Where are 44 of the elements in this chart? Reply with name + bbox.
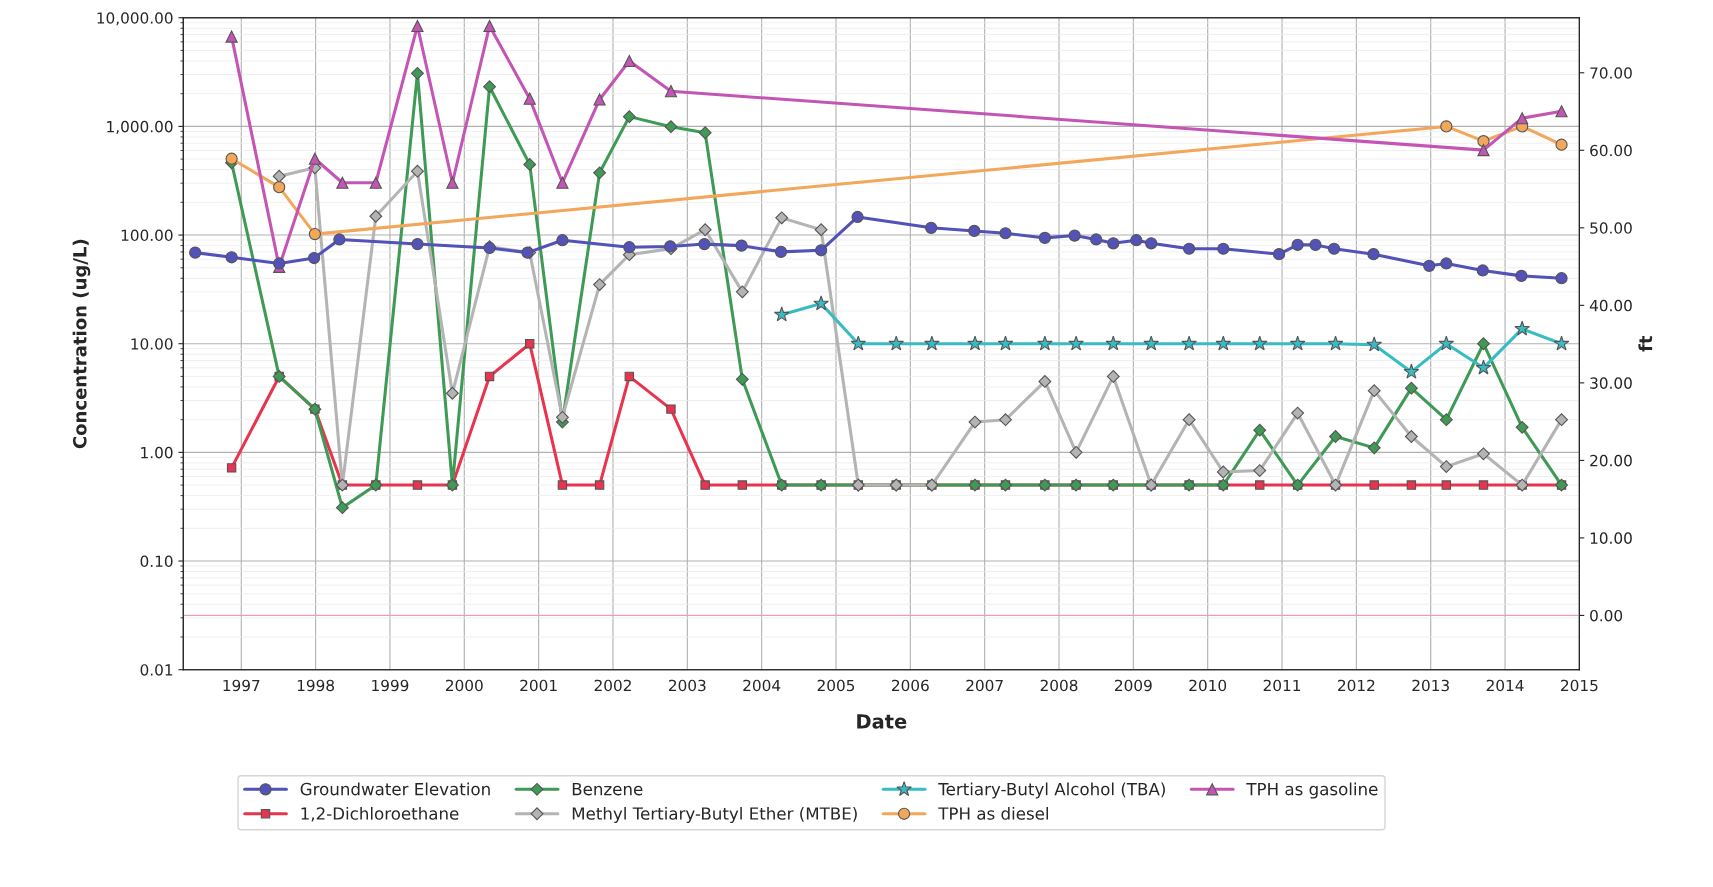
x-tick-label: 2015 <box>1561 679 1598 692</box>
y2-tick-label: 60.00 <box>1590 144 1632 157</box>
legend-label: 1,2-Dichloroethane <box>301 806 459 822</box>
x-tick-label: 2014 <box>1486 679 1524 692</box>
y-axis-title: Concentration (ug/L) <box>72 239 91 449</box>
x-tick-label: 2008 <box>1040 679 1078 692</box>
y2-tick-label: 10.00 <box>1590 532 1632 544</box>
y2-tick-label: 70.00 <box>1590 67 1632 79</box>
x-tick-label: 1998 <box>297 679 335 692</box>
y-tick-label: 1.00 <box>141 446 173 459</box>
x-tick-label: 2006 <box>892 679 929 692</box>
y-tick-label: 1,000.00 <box>107 120 173 134</box>
x-tick-label: 2000 <box>445 679 483 692</box>
y-tick-label: 10.00 <box>131 338 173 350</box>
legend-label: Methyl Tertiary-Butyl Ether (MTBE) <box>572 806 857 824</box>
y2-axis-title: ft <box>1638 335 1653 352</box>
legend-label: TPH as gasoline <box>1246 782 1378 799</box>
y-tick-label: 0.01 <box>140 664 173 676</box>
x-tick-label: 2007 <box>966 679 1003 692</box>
x-tick-label: 2003 <box>668 679 706 692</box>
x-tick-label: 2002 <box>594 679 631 692</box>
x-tick-label: 2009 <box>1115 679 1152 692</box>
y-tick-label: 10,000.00 <box>97 12 173 26</box>
legend-label: Groundwater Elevation <box>300 782 490 796</box>
x-tick-label: 2012 <box>1338 679 1375 692</box>
x-tick-label: 2011 <box>1263 679 1301 692</box>
x-axis-title: Date <box>857 714 907 729</box>
x-tick-label: 2001 <box>520 679 557 692</box>
legend-label: TPH as diesel <box>938 806 1048 820</box>
y-tick-label: 0.10 <box>140 555 173 568</box>
y2-tick-label: 40.00 <box>1589 299 1632 312</box>
x-tick-label: 1997 <box>223 679 260 692</box>
x-tick-label: 1999 <box>372 679 409 692</box>
x-tick-label: 2010 <box>1189 679 1227 692</box>
x-tick-label: 2013 <box>1412 679 1449 692</box>
y2-tick-label: 0.00 <box>1590 609 1623 622</box>
y2-tick-label: 50.00 <box>1590 222 1632 234</box>
y2-tick-label: 30.00 <box>1590 377 1632 389</box>
y-tick-label: 100.00 <box>121 229 173 242</box>
legend-label: Tertiary-Butyl Alcohol (TBA) <box>938 782 1165 799</box>
y2-tick-label: 20.00 <box>1590 454 1632 467</box>
x-tick-label: 2004 <box>743 679 781 692</box>
legend-label: Benzene <box>572 782 643 796</box>
x-tick-label: 2005 <box>817 679 855 692</box>
